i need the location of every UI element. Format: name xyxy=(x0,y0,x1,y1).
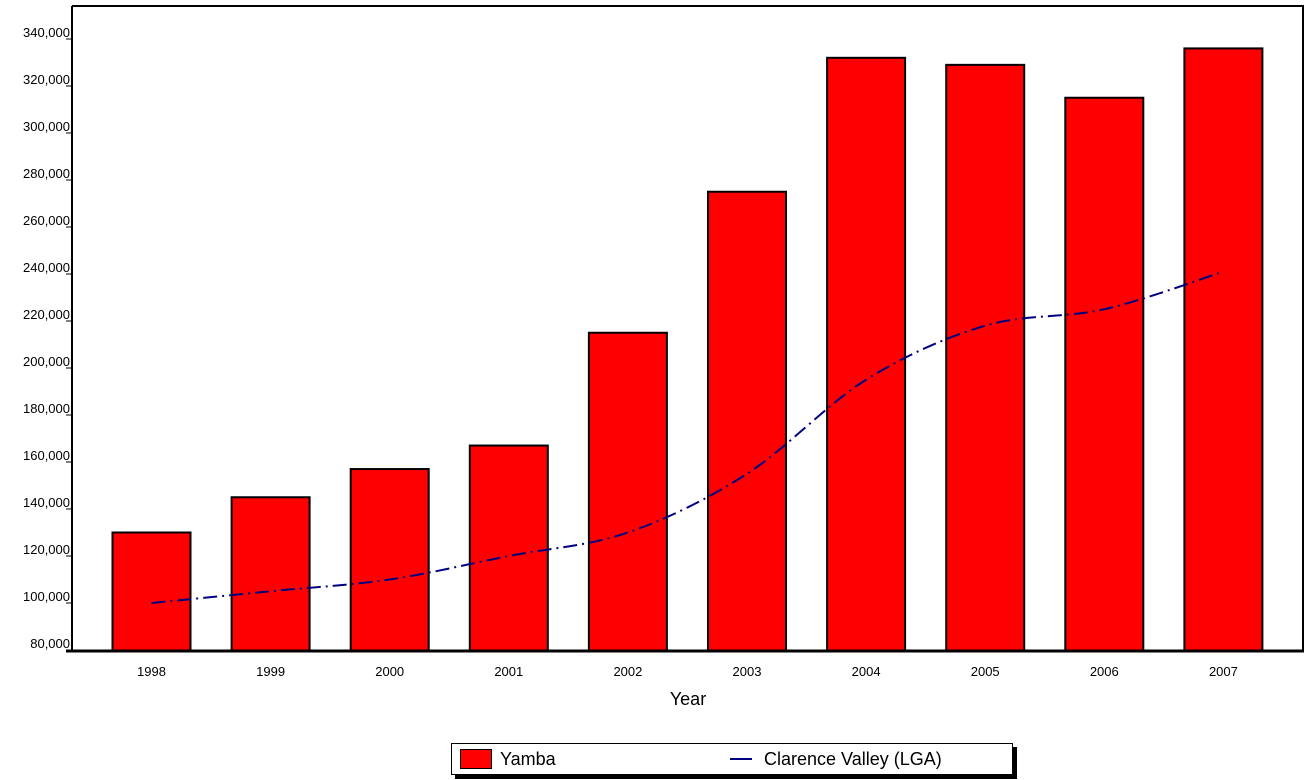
y-tick-label: 220,000 xyxy=(23,307,70,322)
bar-2007 xyxy=(1183,47,1264,652)
bar-2000 xyxy=(349,468,430,652)
x-tick-label: 2006 xyxy=(1090,664,1119,679)
y-tick-label: 120,000 xyxy=(23,542,70,557)
x-axis-title: Year xyxy=(670,689,706,709)
bar-2001 xyxy=(468,444,549,652)
bar-2006 xyxy=(1064,96,1145,652)
bar-2005 xyxy=(945,63,1026,653)
y-tick-label: 100,000 xyxy=(23,589,70,604)
bar-series-yamba xyxy=(111,47,1264,653)
legend: Yamba Clarence Valley (LGA) xyxy=(451,743,1013,775)
x-tick-label: 2000 xyxy=(375,664,404,679)
y-tick-label: 180,000 xyxy=(23,401,70,416)
bar-2002 xyxy=(587,331,668,652)
x-tick-label: 2001 xyxy=(494,664,523,679)
y-tick-label: 320,000 xyxy=(23,72,70,87)
x-tick-label: 1999 xyxy=(256,664,285,679)
legend-swatch-yamba xyxy=(460,749,492,769)
line-clarence-valley xyxy=(151,270,1224,604)
y-tick-label: 340,000 xyxy=(23,25,70,40)
y-tick-label: 80,000 xyxy=(30,636,70,651)
x-tick-label: 2004 xyxy=(852,664,881,679)
x-tick-label: 1998 xyxy=(137,664,166,679)
legend-item-yamba: Yamba xyxy=(460,744,556,774)
x-tick-label: 2005 xyxy=(971,664,1000,679)
y-tick-label: 300,000 xyxy=(23,119,70,134)
y-axis: 80,000 100,000 120,000 140,000 160,000 180,00… xyxy=(23,6,73,652)
legend-label-clarence-valley: Clarence Valley (LGA) xyxy=(764,748,942,769)
bar-2004 xyxy=(826,56,907,653)
plot-frame xyxy=(72,5,1304,651)
x-tick-label: 2007 xyxy=(1209,664,1238,679)
bar-1998 xyxy=(111,531,192,652)
bar-2003 xyxy=(707,190,787,652)
line-series-clarence-valley xyxy=(151,270,1224,604)
x-tick-label: 2003 xyxy=(733,664,762,679)
chart: 80,000 100,000 120,000 140,000 160,000 180,00… xyxy=(23,5,1304,709)
y-tick-label: 240,000 xyxy=(23,260,70,275)
x-axis: 1998 1999 2000 2001 2002 2003 2004 2005 2006 2007 xyxy=(66,649,1304,679)
legend-item-clarence-valley: Clarence Valley (LGA) xyxy=(730,744,942,774)
x-tick-label: 2002 xyxy=(613,664,642,679)
y-tick-label: 280,000 xyxy=(23,166,70,181)
y-tick-label: 260,000 xyxy=(23,213,70,228)
legend-label-yamba: Yamba xyxy=(500,748,556,769)
y-tick-label: 140,000 xyxy=(23,495,70,510)
legend-swatch-clarence-valley xyxy=(730,758,752,760)
y-tick-label: 160,000 xyxy=(23,448,70,463)
y-tick-label: 200,000 xyxy=(23,354,70,369)
bar-1999 xyxy=(230,496,311,652)
